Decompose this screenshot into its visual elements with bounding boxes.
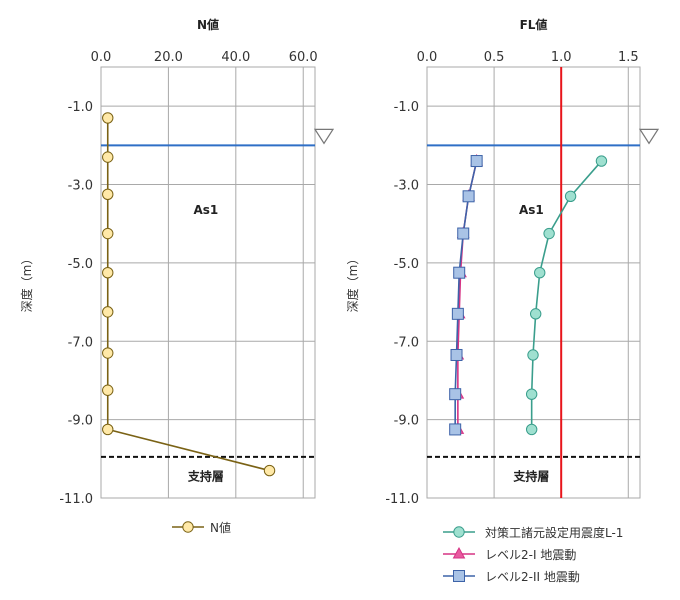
fl-y-tick-label: -7.0 — [394, 335, 419, 350]
fl-series-2-point — [457, 227, 470, 240]
n-series-0-point — [102, 347, 114, 359]
fl-series-2-point — [449, 388, 462, 401]
fl-series-line-2 — [454, 160, 478, 430]
n-series-0-point — [102, 227, 114, 240]
n-series-0-point — [102, 384, 114, 396]
n-chart-title: N値 — [197, 17, 219, 32]
n-series-line-0 — [106, 117, 270, 472]
n-series-0-point — [102, 306, 114, 318]
fl-series-2-point — [462, 190, 475, 203]
fl-series-2-point — [470, 155, 483, 168]
legend-fl-label-2: レベル2-II 地震動 — [485, 570, 580, 584]
n-layer-label: As1 — [193, 203, 218, 217]
fl-series-0-point — [564, 190, 577, 203]
legend-n-value-label: N値 — [210, 520, 231, 535]
legend-fl-label-1: レベル2-I 地震動 — [485, 548, 576, 562]
fl-bearing-label: 支持層 — [512, 468, 549, 483]
n-water-level-icon — [313, 128, 335, 145]
fl-series-0-point — [543, 227, 555, 240]
n-value-chart: 0.0 20.0 40.0 60.0 -1.0 -3.0 -5.0 -7.0 -9.0 -11.0… — [19, 17, 335, 507]
n-x-tick-label: 0.0 — [91, 50, 112, 65]
fl-y-tick-label: -3.0 — [394, 179, 419, 194]
n-series-0-point — [102, 267, 114, 279]
fl-series-0-point — [595, 155, 608, 167]
fl-series-line-0 — [530, 160, 603, 430]
n-y-tick-label: -11.0 — [59, 492, 93, 507]
fl-x-tick-label: 1.0 — [551, 50, 572, 65]
fl-layer-label: As1 — [519, 203, 544, 217]
fl-series-2-point — [449, 423, 462, 436]
fl-y-tick-label: -9.0 — [394, 414, 419, 429]
n-y-tick-label: -1.0 — [68, 100, 93, 115]
fl-series-0-point — [525, 388, 538, 400]
fl-series-0-point — [534, 267, 546, 279]
fl-y-axis-label: 深度（m） — [345, 253, 360, 313]
fl-series-2-point — [451, 307, 464, 320]
fl-y-tick-label: -5.0 — [394, 257, 419, 272]
fl-x-tick-label: 0.0 — [417, 50, 438, 65]
legend-fl-marker-0 — [453, 526, 465, 538]
n-plot-frame — [100, 66, 316, 499]
n-series-0-point — [263, 464, 276, 477]
n-series-0-point — [102, 423, 114, 436]
n-x-tick-label: 60.0 — [289, 50, 318, 65]
legend-fl-marker-2 — [453, 570, 465, 582]
n-value-legend: N値 — [172, 520, 231, 535]
fl-x-tick-label: 0.5 — [484, 50, 505, 65]
legend-n-value-marker — [182, 521, 194, 533]
n-y-tick-label: -3.0 — [68, 179, 93, 194]
fl-y-tick-label: -11.0 — [385, 492, 419, 507]
n-y-axis-label: 深度（m） — [19, 253, 34, 313]
n-y-tick-label: -5.0 — [68, 257, 93, 272]
n-x-tick-label: 20.0 — [154, 50, 183, 65]
fl-series-0-point — [529, 308, 542, 320]
fl-x-tick-label: 1.5 — [618, 50, 639, 65]
legend-fl-label-0: 対策工諸元設定用震度L-1 — [485, 525, 623, 540]
fl-chart-title: FL値 — [520, 17, 548, 32]
fl-value-chart: 0.0 0.5 1.0 1.5 -1.0 -3.0 -5.0 -7.0 -9.0 -11.0 FL値… — [345, 17, 660, 507]
fl-series-2-point — [453, 266, 466, 279]
fl-y-tick-label: -1.0 — [394, 100, 419, 115]
fl-series-2-point — [450, 348, 463, 361]
n-y-tick-label: -7.0 — [68, 335, 93, 350]
n-series-0-point — [102, 112, 114, 124]
fl-series-0-point — [525, 423, 538, 436]
n-y-tick-label: -9.0 — [68, 414, 93, 429]
fl-series-0-point — [527, 349, 539, 361]
fl-water-level-icon — [638, 128, 660, 145]
n-bearing-label: 支持層 — [187, 468, 224, 483]
n-series-0-point — [102, 188, 114, 201]
n-series-0-point — [102, 151, 114, 163]
n-x-tick-label: 40.0 — [221, 50, 250, 65]
legend-fl-marker-1 — [452, 546, 466, 559]
